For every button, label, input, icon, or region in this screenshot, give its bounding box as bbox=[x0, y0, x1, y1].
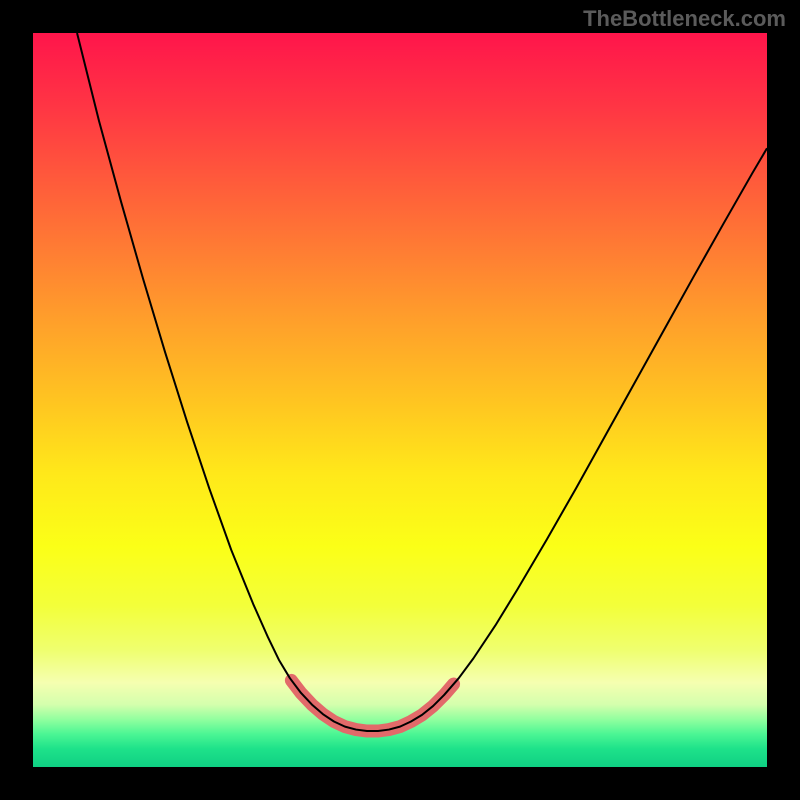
curve-svg bbox=[33, 33, 767, 767]
chart-frame bbox=[33, 33, 767, 767]
plot-area bbox=[33, 33, 767, 767]
watermark-text: TheBottleneck.com bbox=[583, 6, 786, 32]
main-curve bbox=[77, 33, 767, 731]
highlight-curve bbox=[291, 680, 453, 731]
